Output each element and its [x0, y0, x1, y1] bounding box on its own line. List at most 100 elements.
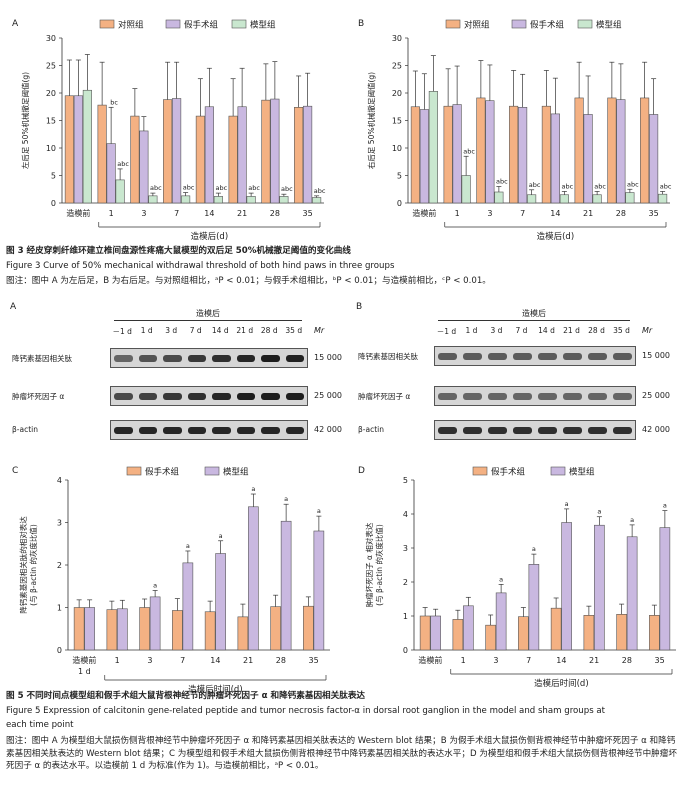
- x-tick-label: 28: [622, 656, 632, 665]
- legend-label: 假手术组: [145, 467, 180, 478]
- x-tick-label: 3: [141, 209, 146, 218]
- bar: [625, 192, 635, 204]
- bar: [294, 107, 304, 204]
- blot-row-label: 降钙素基因相关肽: [12, 354, 72, 363]
- legend-swatch: [231, 19, 247, 29]
- blot-band: [114, 426, 133, 434]
- x-tick-label: 35: [309, 656, 319, 665]
- y-tick-label: 25: [392, 62, 402, 71]
- bar: [82, 89, 92, 204]
- y-tick-label: 20: [46, 89, 56, 98]
- bar: [559, 194, 569, 204]
- bar: [303, 605, 314, 651]
- bar: [73, 95, 83, 204]
- figure5-caption-cn: 图 5 不同时间点模型组和假手术组大鼠背根神经节的肿瘤坏死因子 α 和降钙素基因…: [6, 691, 366, 701]
- bar: [117, 608, 128, 651]
- significance-label: abc: [660, 182, 672, 190]
- bar: [213, 196, 223, 204]
- y-tick-label: 30: [46, 34, 56, 43]
- figure3-note: 图注：图中 A 为左后足，B 为右后足。与对照组相比，ᵃP < 0.01；与假手…: [6, 276, 491, 286]
- bar: [270, 98, 280, 204]
- blot-band: [613, 426, 632, 434]
- western-blot-a: A 造模后 －1 d 1 d 3 d 7 d 14 d 21 d 28 d 35 d Mr 降钙素基因…: [0, 302, 346, 442]
- bar: [518, 616, 529, 651]
- mr-label: Mr: [314, 326, 325, 335]
- legend-label: 模型组: [569, 467, 595, 478]
- bar: [494, 191, 504, 204]
- bar: [84, 607, 95, 651]
- blot-band: [438, 426, 457, 434]
- legend-swatch: [577, 19, 593, 29]
- blot-band: [212, 392, 231, 400]
- y-tick-label: 15: [46, 117, 56, 126]
- figure3-caption-cn: 图 3 经皮穿刺纤维环建立椎间盘源性疼痛大鼠模型的双后足 50%机械撤足阈值的变…: [6, 246, 351, 256]
- panel-letter: A: [10, 302, 17, 312]
- blot-band: [212, 426, 231, 434]
- x-tick-label: 7: [180, 656, 185, 665]
- blot-band: [563, 392, 582, 400]
- bar: [443, 105, 453, 204]
- bar: [574, 97, 584, 204]
- x-tick-label: 14: [550, 209, 560, 218]
- x-tick-label: 35: [649, 209, 659, 218]
- bar: [410, 106, 420, 204]
- bar: [182, 562, 194, 651]
- significance-label: abc: [150, 184, 162, 192]
- blot-header-line: [438, 320, 630, 321]
- figure3-chart-a: A 对照组 假手术组 模型组 0 5 10 15 20 25 30 左后足 50%机械撤足阈值(g) 造…: [12, 19, 326, 242]
- x-tick-label: 7: [174, 209, 179, 218]
- blot-band: [236, 354, 255, 362]
- significance-label: bc: [110, 98, 118, 106]
- blot-band: [163, 426, 182, 434]
- blot-band: [163, 354, 182, 362]
- x-tick-label: 21: [243, 656, 253, 665]
- significance-label: abc: [562, 182, 574, 190]
- significance-label: abc: [529, 181, 541, 189]
- figure3-chart-b: B 对照组 假手术组 模型组 0 5 10 15 20 25 30 右后足 50%机械撤足阈值(g) 造…: [358, 19, 672, 242]
- x-tick-label: 3: [493, 656, 498, 665]
- bar: [626, 536, 638, 651]
- bar: [204, 611, 216, 651]
- x-tick-label: 14: [556, 656, 566, 665]
- x-tick-label: 28: [270, 209, 280, 218]
- x-axis-label: 造模后(d): [537, 231, 575, 242]
- y-tick-label: 2: [57, 561, 62, 570]
- figure3-panel-a: A 对照组 假手术组 模型组 0 5 10 15 20 25 30 左后足 50%机械撤足阈值(g) 造…: [0, 8, 340, 243]
- blot-band: [438, 392, 457, 400]
- bar: [518, 107, 528, 204]
- bar: [658, 193, 668, 204]
- bar: [280, 520, 292, 651]
- bar: [550, 113, 560, 204]
- lane-label: －1 d: [112, 327, 132, 336]
- legend-swatch: [165, 19, 181, 29]
- legend-label: 模型组: [250, 20, 276, 31]
- molecular-weight-label: 42 000: [314, 425, 342, 434]
- lane-label: 21 d: [236, 326, 254, 335]
- significance-label: a: [630, 516, 634, 524]
- blot-band: [261, 354, 280, 362]
- molecular-weight-label: 42 000: [642, 425, 670, 434]
- blot-band: [114, 392, 133, 400]
- x-tick-label: 1: [461, 656, 466, 665]
- blot-band: [212, 354, 231, 362]
- x-tick-label: 14: [210, 656, 220, 665]
- y-tick-label: 2: [403, 578, 408, 587]
- blot-band: [261, 426, 280, 434]
- blot-band: [236, 426, 255, 434]
- significance-label: a: [663, 502, 667, 510]
- blot-band: [588, 392, 607, 400]
- lane-label: －1 d: [436, 327, 457, 336]
- significance-label: abc: [183, 184, 195, 192]
- y-tick-label: 5: [397, 172, 402, 181]
- bar: [163, 99, 173, 204]
- bar: [527, 194, 537, 204]
- significance-label: a: [284, 495, 288, 503]
- lane-label: 28 d: [260, 326, 278, 335]
- panel-letter: D: [358, 466, 365, 476]
- legend-swatch: [472, 466, 488, 476]
- bar: [279, 196, 289, 204]
- y-tick-label: 25: [46, 62, 56, 71]
- bar: [130, 115, 140, 204]
- x-tick-label: 28: [616, 209, 626, 218]
- blot-row-label: 肿瘤坏死因子 α: [358, 392, 411, 401]
